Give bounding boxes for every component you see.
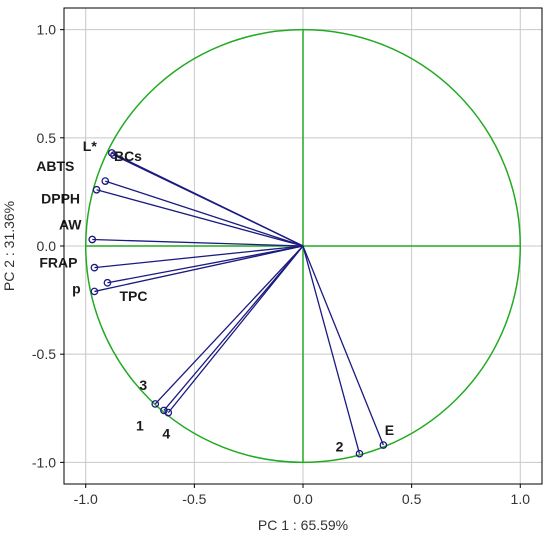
loading-vector-6 — [94, 245, 304, 269]
y-tick-label: -0.5 — [32, 346, 56, 362]
y-axis-label: PC 2 : 31.36% — [1, 201, 17, 291]
x-tick-label: 0.5 — [402, 491, 422, 507]
loading-point-1 — [107, 149, 116, 157]
vector-layer — [88, 149, 388, 458]
loading-point-5 — [88, 235, 97, 244]
point-label-10: 1 — [136, 417, 144, 433]
point-label-11: 4 — [162, 426, 170, 442]
loading-point-3 — [101, 177, 110, 185]
loading-point-4 — [92, 185, 101, 194]
loading-vector-9 — [154, 245, 304, 405]
loading-vector-12 — [302, 245, 361, 454]
point-label-5: AW — [59, 217, 82, 233]
x-tick-label: -0.5 — [182, 491, 206, 507]
loading-vector-3 — [105, 180, 304, 247]
loading-point-10 — [160, 406, 168, 415]
point-label-13: E — [385, 422, 394, 438]
y-tick-label: -1.0 — [32, 454, 56, 470]
loading-point-8 — [90, 287, 99, 296]
x-tick-label: 0.0 — [293, 491, 313, 507]
point-label-8: p — [72, 280, 81, 296]
x-tick-label: 1.0 — [511, 491, 531, 507]
loading-point-9 — [151, 400, 160, 408]
loading-point-12 — [355, 449, 364, 458]
y-tick-label: 0.5 — [37, 130, 57, 146]
tick-layer: -1.0 -0.5 0.0 0.5 1.0 -1.0 -0.5 0.0 0.5 1.0 — [32, 22, 530, 507]
point-label-3: ABTS — [36, 158, 74, 174]
loading-vector-7 — [107, 245, 304, 284]
point-label-2: BCs — [114, 148, 142, 164]
point-label-6: FRAP — [39, 255, 77, 271]
loading-point-2 — [110, 151, 118, 159]
point-label-7: TPC — [119, 288, 147, 304]
x-axis-label: PC 1 : 65.59% — [258, 517, 348, 533]
point-label-12: 2 — [336, 439, 344, 455]
point-label-9: 3 — [139, 377, 147, 393]
loading-point-7 — [103, 278, 112, 287]
loading-vector-13 — [302, 245, 384, 446]
loading-point-11 — [164, 408, 173, 417]
loading-vector-5 — [92, 238, 304, 247]
point-label-4: DPPH — [41, 191, 80, 207]
x-tick-label: -1.0 — [74, 491, 98, 507]
y-tick-label: 1.0 — [37, 22, 57, 38]
loading-vector-10 — [163, 245, 304, 411]
loading-point-6 — [90, 263, 99, 272]
loading-vector-4 — [96, 189, 304, 247]
y-tick-label: 0.0 — [37, 238, 57, 254]
loading-vector-11 — [167, 245, 304, 414]
point-label-1: L* — [83, 138, 98, 154]
label-layer: L* BCs ABTS DPPH AW FRAP TPC p 3 1 4 2 E — [36, 138, 394, 455]
loading-vector-2 — [113, 154, 304, 247]
loading-vector-8 — [94, 245, 304, 293]
loading-point-13 — [379, 441, 388, 449]
